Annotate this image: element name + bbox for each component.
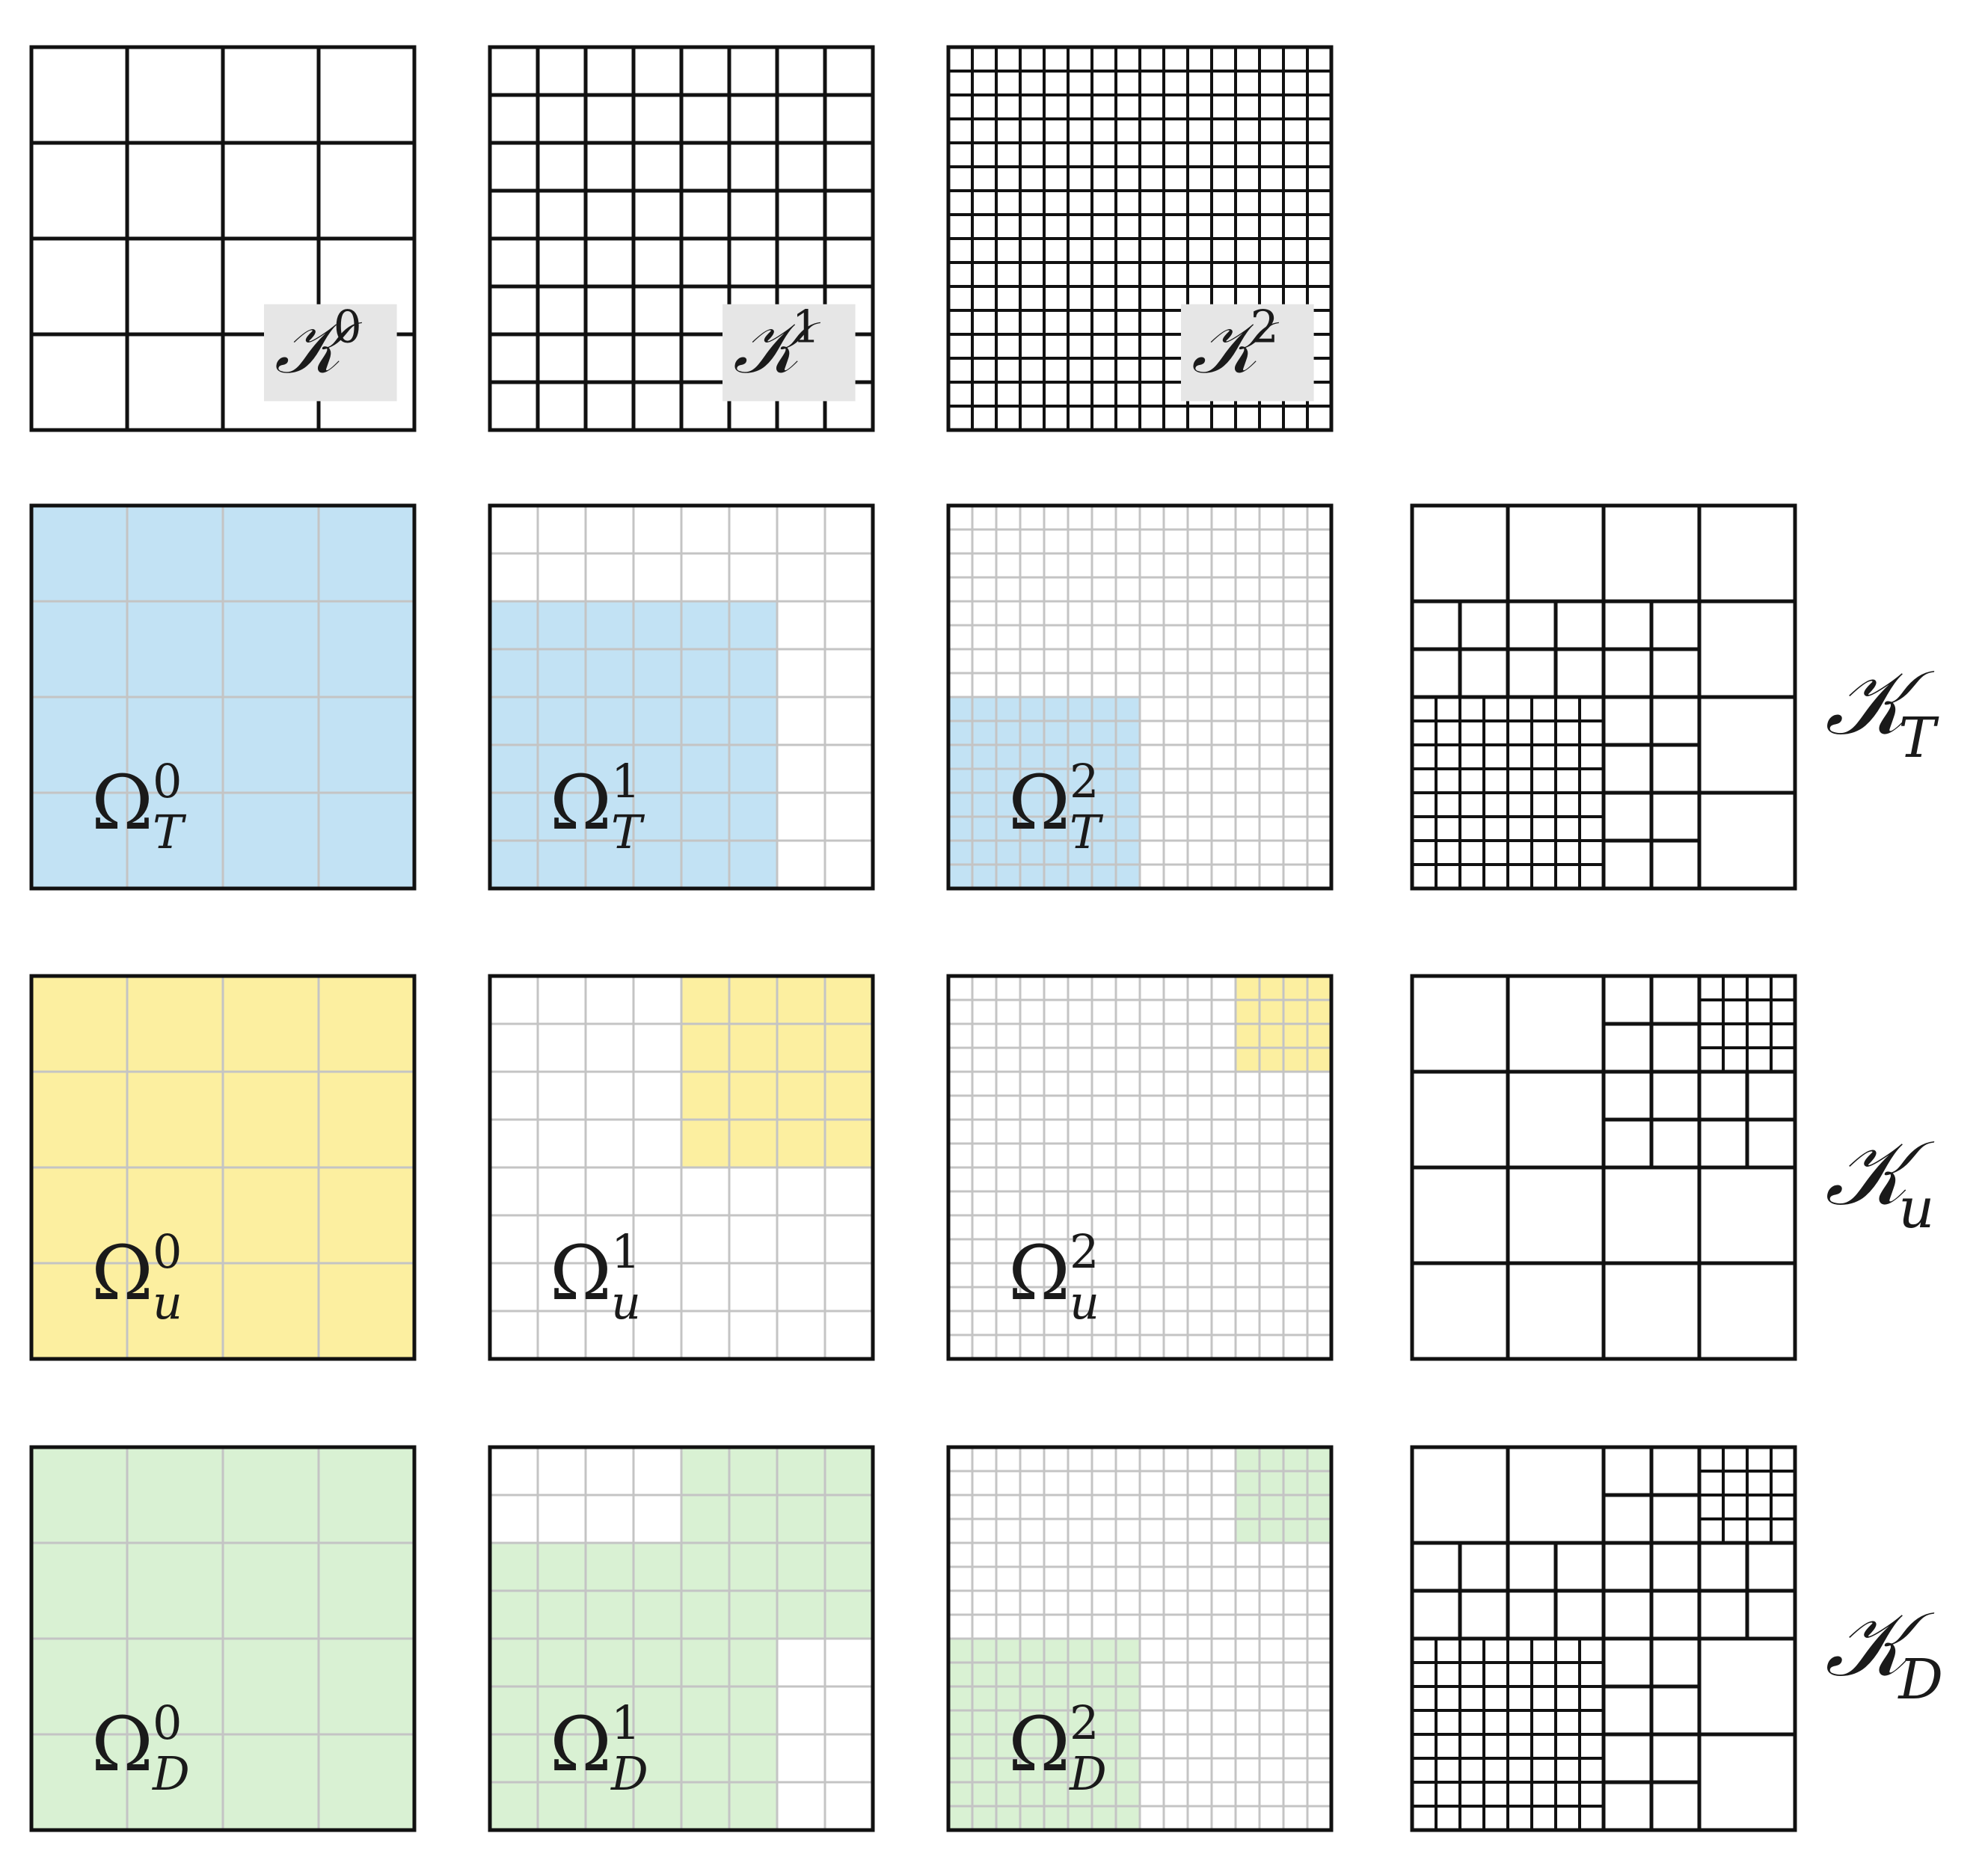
subdomain-label-u-0-subscript: u — [153, 1275, 182, 1330]
subdomain-label-D-2: Ω 2D — [1008, 1695, 1107, 1801]
mesh-label-level-0-superscript: 0 — [334, 302, 362, 354]
composite-mesh-label-T: 𝒦T — [1825, 651, 1939, 770]
composite-mesh-label-D: 𝒦D — [1825, 1593, 1943, 1712]
subdomain-label-T-1: Ω 1T — [550, 754, 645, 859]
subdomain-label-T-0-subscript: T — [153, 805, 187, 859]
subdomain-label-u-1: Ω 1u — [550, 1224, 641, 1330]
subdomain-u-level-1: Ω 1u — [488, 974, 875, 1361]
mesh-label-level-1-superscript: 1 — [792, 302, 820, 354]
panel-frame — [488, 1445, 875, 1832]
subdomain-label-u-1-superscript: 1 — [611, 1224, 640, 1279]
subdomain-D-level-1: Ω 1D — [488, 1445, 875, 1832]
subdomain-u-level-0: Ω 0u — [29, 974, 417, 1361]
panel-frame — [29, 45, 417, 432]
panel-frame — [488, 503, 875, 891]
subdomain-label-D-0-superscript: 0 — [153, 1695, 182, 1750]
subdomain-T-level-1: Ω 1T — [488, 503, 875, 891]
panel-frame — [29, 974, 417, 1361]
subdomain-u-level-2: Ω 2u — [946, 974, 1334, 1361]
mesh-label-level-1: 𝒦1 — [723, 302, 856, 402]
subdomain-label-T-0-symbol: Ω — [91, 759, 153, 847]
panel-frame — [29, 1445, 417, 1832]
mesh-label-level-0: 𝒦0 — [264, 302, 397, 402]
subdomain-D-level-2: Ω 2D — [946, 1445, 1334, 1832]
composite-mesh-D: 𝒦D — [1410, 1445, 1943, 1832]
subdomain-label-T-0: Ω 0T — [91, 754, 187, 859]
subdomain-label-T-2-subscript: T — [1070, 805, 1104, 859]
mesh-label-level-1-background — [723, 304, 856, 402]
subdomain-label-u-2: Ω 2u — [1008, 1224, 1099, 1330]
subdomain-label-T-1-symbol: Ω — [550, 759, 612, 847]
subdomain-label-u-1-subscript: u — [611, 1275, 641, 1330]
panel-frame — [946, 45, 1334, 432]
subdomain-label-T-2: Ω 2T — [1008, 754, 1104, 859]
composite-mesh-T: 𝒦T — [1410, 503, 1939, 891]
panel-frame — [946, 1445, 1334, 1832]
subdomain-label-u-0-superscript: 0 — [153, 1224, 182, 1279]
panel-frame — [946, 974, 1334, 1361]
mesh-label-level-2-superscript: 2 — [1251, 302, 1279, 354]
composite-mesh-label-u: 𝒦u — [1825, 1122, 1935, 1241]
subdomain-label-u-2-symbol: Ω — [1008, 1230, 1070, 1317]
panel-frame — [488, 974, 875, 1361]
subdomain-label-T-1-superscript: 1 — [611, 754, 640, 808]
composite-mesh-label-T-subscript: T — [1898, 705, 1939, 770]
subdomain-label-D-1: Ω 1D — [550, 1695, 648, 1801]
subdomain-label-u-0-symbol: Ω — [91, 1230, 153, 1317]
subdomain-label-u-0: Ω 0u — [91, 1224, 182, 1330]
subdomain-label-D-0-symbol: Ω — [91, 1701, 153, 1788]
subdomain-label-T-2-superscript: 2 — [1070, 754, 1099, 808]
panel-frame — [1410, 1445, 1797, 1832]
uniform-mesh-level-1: 𝒦1 — [488, 45, 875, 432]
subdomain-label-u-2-superscript: 2 — [1070, 1224, 1099, 1279]
composite-mesh-label-D-subscript: D — [1897, 1647, 1943, 1712]
panel-frame — [29, 503, 417, 891]
mesh-label-level-0-background — [264, 304, 397, 402]
subdomain-label-D-0-subscript: D — [152, 1746, 190, 1801]
subdomain-label-T-2-symbol: Ω — [1008, 759, 1070, 847]
mesh-label-level-2-background — [1181, 304, 1314, 402]
subdomain-label-D-1-symbol: Ω — [550, 1701, 612, 1788]
panel-frame — [1410, 503, 1797, 891]
mesh-label-level-2: 𝒦2 — [1181, 302, 1314, 402]
subdomain-label-D-2-superscript: 2 — [1070, 1695, 1099, 1750]
subdomain-label-D-0: Ω 0D — [91, 1695, 190, 1801]
subdomain-D-level-0: Ω 0D — [29, 1445, 417, 1832]
subdomain-T-level-0: Ω 0T — [29, 503, 417, 891]
composite-mesh-label-u-subscript: u — [1898, 1176, 1934, 1241]
panel-frame — [1410, 974, 1797, 1361]
subdomain-label-T-0-superscript: 0 — [153, 754, 182, 808]
uniform-mesh-level-2: 𝒦2 — [946, 45, 1334, 432]
panel-frame — [488, 45, 875, 432]
subdomain-label-D-1-superscript: 1 — [611, 1695, 640, 1750]
panel-frame — [946, 503, 1334, 891]
subdomain-label-T-1-subscript: T — [611, 805, 645, 859]
subdomain-label-D-2-subscript: D — [1069, 1746, 1107, 1801]
subdomain-label-D-1-subscript: D — [610, 1746, 648, 1801]
subdomain-T-level-2: Ω 2T — [946, 503, 1334, 891]
subdomain-label-D-2-symbol: Ω — [1008, 1701, 1070, 1788]
composite-mesh-u: 𝒦u — [1410, 974, 1935, 1361]
uniform-mesh-level-0: 𝒦0 — [29, 45, 417, 432]
subdomain-label-u-1-symbol: Ω — [550, 1230, 612, 1317]
subdomain-label-u-2-subscript: u — [1070, 1275, 1099, 1330]
